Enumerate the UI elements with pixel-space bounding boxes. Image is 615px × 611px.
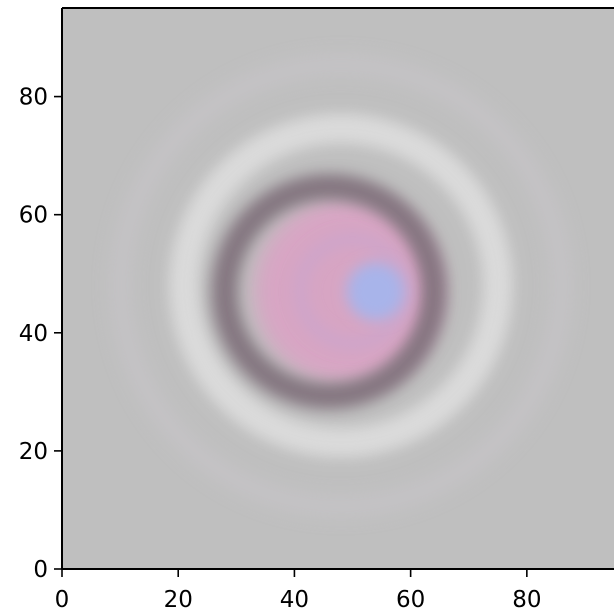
outer-faint-ring <box>113 57 569 514</box>
dark-ring <box>211 173 447 410</box>
x-tick-label: 20 <box>164 587 193 611</box>
heatmap-image <box>62 8 614 569</box>
y-tick-label: 80 <box>19 85 48 111</box>
light-ring <box>169 113 513 458</box>
x-tick-label: 0 <box>55 587 70 611</box>
axes: 0 20 40 60 80 0 20 40 60 80 <box>19 7 614 611</box>
y-tick-label: 60 <box>19 203 48 229</box>
y-tick-label: 40 <box>19 321 48 347</box>
pink-core <box>253 198 440 385</box>
x-tick-label: 60 <box>396 587 425 611</box>
blue-center-spot <box>346 262 405 321</box>
y-tick-label: 0 <box>33 557 48 583</box>
y-tick-label: 20 <box>19 439 48 465</box>
x-tick-label: 80 <box>512 587 541 611</box>
x-tick-label: 40 <box>280 587 309 611</box>
